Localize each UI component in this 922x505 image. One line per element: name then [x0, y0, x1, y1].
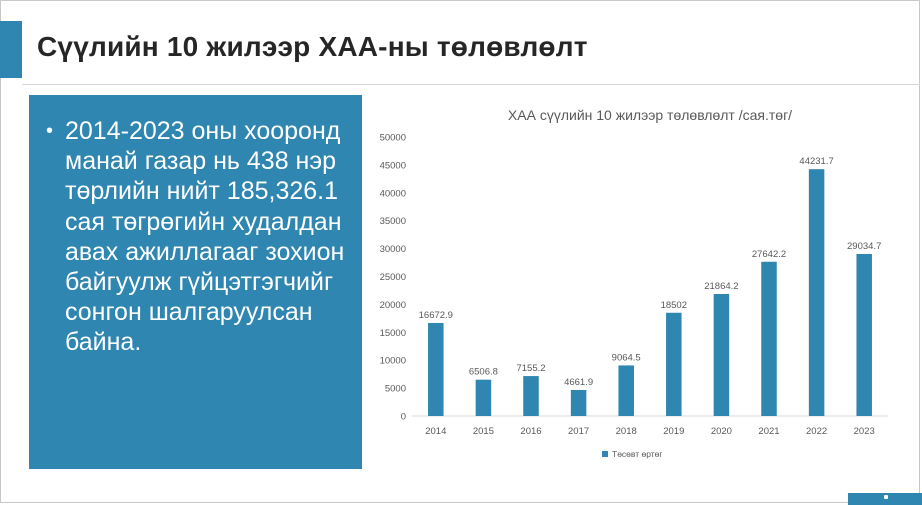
y-tick-label: 40000	[380, 188, 406, 199]
title-divider	[22, 84, 920, 85]
bar-2019	[666, 312, 682, 416]
slide-corner-tab	[848, 493, 922, 505]
summary-bullet-text: 2014-2023 оны хооронд манай газар нь 438…	[65, 117, 345, 357]
summary-text-panel: • 2014-2023 оны хооронд манай газар нь 4…	[29, 95, 362, 469]
x-tick-label: 2019	[663, 426, 684, 437]
data-label-2019: 18502	[661, 300, 687, 311]
x-tick-label: 2015	[473, 426, 494, 437]
x-tick-label: 2018	[616, 426, 637, 437]
x-tick-label: 2020	[711, 426, 732, 437]
x-tick-label: 2017	[568, 426, 589, 437]
x-tick-label: 2014	[425, 426, 446, 437]
bar-2014	[428, 322, 444, 416]
y-tick-label: 25000	[380, 272, 406, 283]
bar-2021	[761, 261, 777, 416]
x-tick-label: 2016	[520, 426, 541, 437]
y-tick-label: 50000	[380, 133, 406, 144]
y-tick-label: 10000	[380, 356, 406, 367]
summary-bullet: • 2014-2023 оны хооронд манай газар нь 4…	[46, 116, 351, 358]
data-label-2018: 9064.5	[612, 352, 641, 363]
data-label-2017: 4661.9	[564, 377, 593, 388]
y-tick-label: 30000	[380, 244, 406, 255]
y-tick-label: 0	[401, 412, 406, 423]
bar-2023	[856, 253, 872, 416]
bullet-dot-icon: •	[46, 120, 54, 142]
y-tick-label: 45000	[380, 160, 406, 171]
bar-2018	[618, 365, 634, 416]
bar-2015	[475, 379, 492, 416]
chart-title: ХАА сүүлийн 10 жилээр төлөвлөлт /сая.төг…	[508, 107, 792, 123]
y-tick-label: 15000	[380, 328, 406, 339]
bar-2016	[523, 376, 539, 416]
data-label-2016: 7155.2	[516, 363, 545, 374]
page-title: Сүүлийн 10 жилээр ХАА-ны төлөвлөлт	[37, 31, 588, 62]
data-label-2022: 44231.7	[799, 156, 833, 167]
data-label-2015: 6506.8	[469, 367, 498, 378]
bar-2020	[713, 293, 730, 416]
bar-2017	[570, 389, 587, 416]
data-label-2023: 29034.7	[847, 241, 881, 252]
x-tick-label: 2021	[758, 426, 779, 437]
data-label-2021: 27642.2	[752, 249, 786, 260]
y-tick-label: 5000	[385, 384, 406, 395]
legend-swatch	[602, 451, 608, 457]
y-tick-label: 20000	[380, 300, 406, 311]
data-label-2020: 21864.2	[704, 281, 738, 292]
corner-dot-icon	[884, 495, 888, 499]
x-tick-label: 2023	[854, 426, 875, 437]
bar-chart: ХАА сүүлийн 10 жилээр төлөвлөлт /сая.төг…	[380, 107, 888, 459]
x-tick-label: 2022	[806, 426, 827, 437]
bar-2022	[808, 169, 825, 416]
title-accent-bar	[0, 21, 22, 78]
chart-container: ХАА сүүлийн 10 жилээр төлөвлөлт /сая.төг…	[368, 95, 908, 470]
legend-label: Төсөвт өртөг	[612, 449, 662, 459]
data-label-2014: 16672.9	[419, 310, 453, 321]
y-tick-label: 35000	[380, 216, 406, 227]
